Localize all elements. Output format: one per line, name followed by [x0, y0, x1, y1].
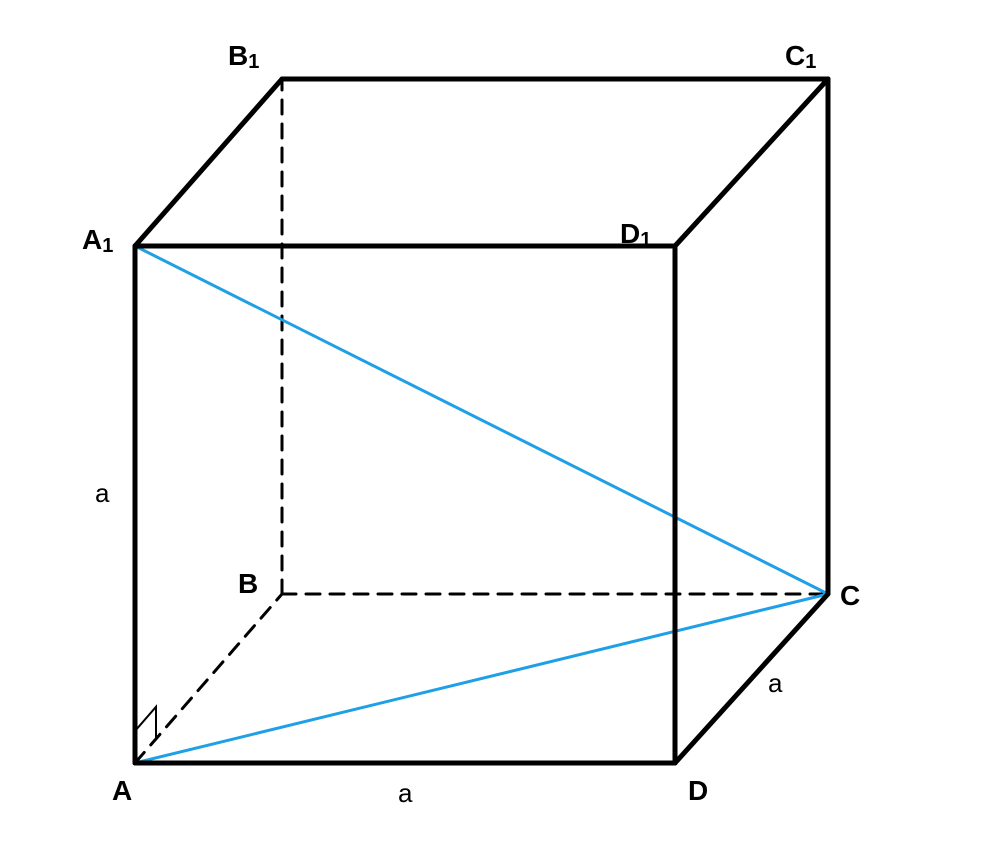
- edge-label: a: [398, 778, 412, 809]
- vertex-label-c1: C1: [785, 40, 816, 74]
- cube-diagram: [0, 0, 996, 860]
- vertex-label-b: B: [238, 568, 258, 600]
- vertex-label-d: D: [688, 775, 708, 807]
- vertex-label-a: A: [112, 775, 132, 807]
- vertex-label-c: C: [840, 580, 860, 612]
- vertex-label-d1: D1: [620, 218, 651, 252]
- edge-label: a: [768, 668, 782, 699]
- vertex-label-b1: B1: [228, 40, 259, 74]
- edge-label: a: [95, 478, 109, 509]
- vertex-label-a1: A1: [82, 224, 113, 258]
